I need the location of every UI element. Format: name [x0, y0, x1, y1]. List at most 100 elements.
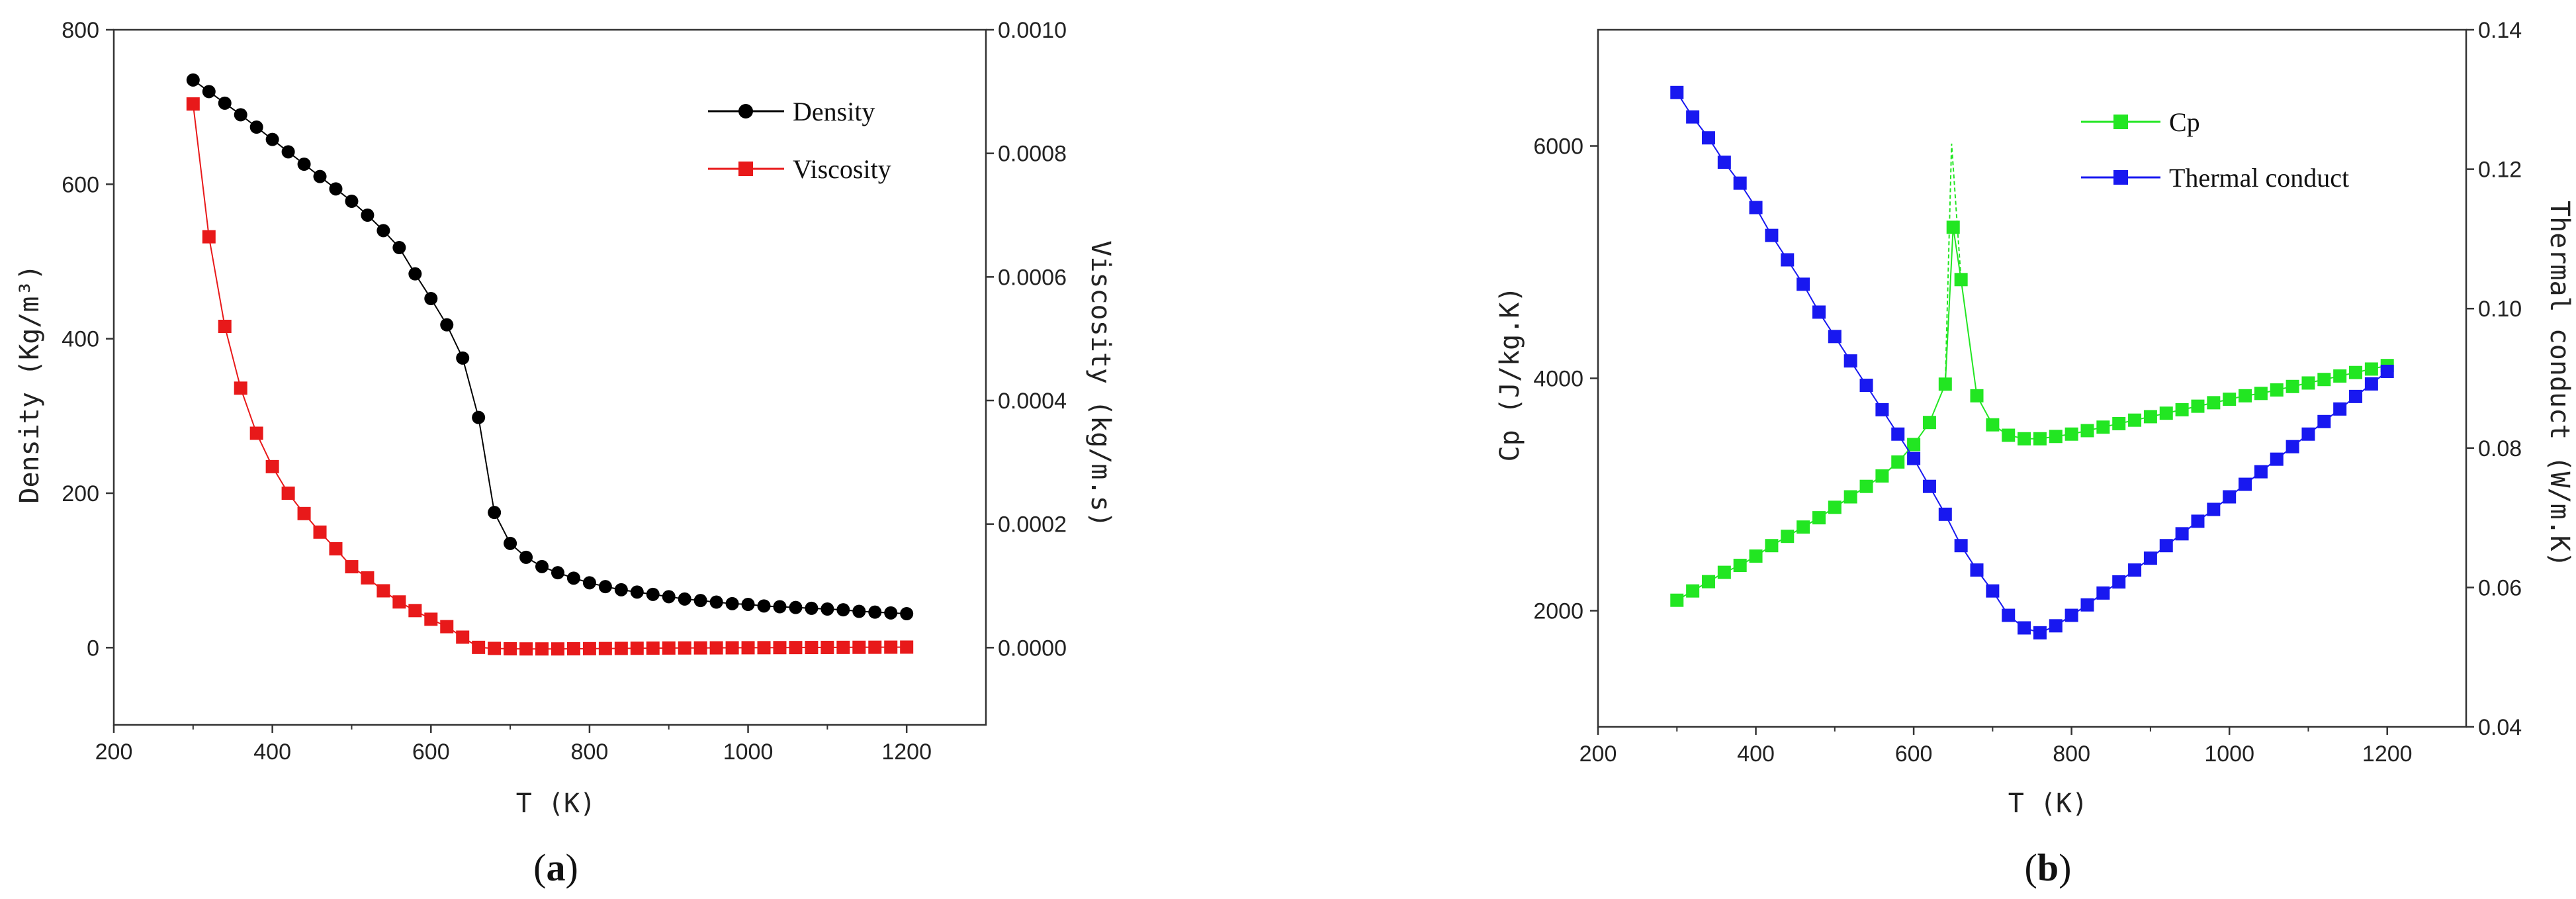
data-point-density	[805, 601, 819, 615]
data-point-cp	[2301, 376, 2315, 390]
data-point-thermal-conduct	[2380, 364, 2394, 378]
data-point-viscosity	[741, 641, 755, 655]
legend-label-thermal-conduct: Thermal conduct	[2169, 163, 2349, 193]
data-point-density	[646, 587, 660, 601]
data-point-cp	[2080, 424, 2094, 438]
data-point-viscosity	[488, 641, 502, 655]
y-right-tick-label: 0.0008	[998, 142, 1067, 167]
data-point-cp	[1686, 584, 1700, 598]
data-point-cp	[1828, 500, 1842, 514]
data-point-cp	[1843, 490, 1857, 504]
data-point-thermal-conduct	[2317, 414, 2331, 428]
data-point-viscosity	[805, 641, 819, 655]
data-point-density	[741, 598, 755, 611]
data-point-viscosity	[757, 641, 771, 655]
data-point-thermal-conduct	[2254, 465, 2268, 479]
data-point-cp	[1954, 273, 1968, 287]
panel-a-plot-area: 200 400 600 800 1000 1200 0 200 400 600 800 0.0000 0…	[62, 18, 1067, 765]
data-point-thermal-conduct	[2349, 389, 2363, 403]
data-point-viscosity	[234, 381, 247, 395]
data-point-thermal-conduct	[1749, 201, 1763, 214]
panel-b-x-axis-title: T (K)	[2008, 788, 2088, 819]
data-point-thermal-conduct	[1812, 305, 1826, 319]
data-point-density	[852, 604, 866, 618]
x-tick-label: 1000	[2204, 741, 2254, 767]
data-point-cp	[2349, 365, 2363, 379]
data-point-viscosity	[836, 640, 850, 654]
y-right-tick-label: 0.14	[2478, 18, 2522, 43]
data-point-thermal-conduct	[1891, 427, 1905, 441]
data-point-viscosity	[202, 230, 216, 244]
data-point-thermal-conduct	[1733, 176, 1747, 190]
data-point-density	[249, 120, 263, 134]
data-point-cp	[2049, 430, 2063, 444]
data-point-viscosity	[551, 642, 564, 656]
data-point-thermal-conduct	[1828, 330, 1842, 344]
data-point-density	[218, 96, 232, 110]
data-point-cp	[1701, 575, 1715, 589]
data-point-thermal-conduct	[1686, 110, 1700, 124]
data-point-cp	[2286, 379, 2299, 393]
data-point-thermal-conduct	[2049, 619, 2063, 633]
data-point-density	[678, 592, 691, 606]
data-point-thermal-conduct	[2207, 502, 2221, 516]
data-point-thermal-conduct	[1797, 277, 1810, 291]
data-point-viscosity	[535, 642, 549, 656]
data-point-density	[392, 241, 406, 254]
series-line-cp	[1676, 227, 2387, 601]
data-point-density	[456, 351, 470, 365]
data-point-thermal-conduct	[1954, 539, 1968, 553]
data-point-thermal-conduct	[2159, 539, 2173, 553]
panel-a-y-right-title: Viscosity (kg/m.s)	[1085, 240, 1116, 527]
data-point-density	[202, 85, 216, 99]
data-point-cp	[2223, 393, 2237, 406]
y-right-tick-label: 0.06	[2478, 575, 2522, 600]
data-point-density	[789, 600, 803, 614]
panel-b-legend: Cp Thermal conduct	[2081, 107, 2349, 193]
data-point-thermal-conduct	[2191, 514, 2205, 528]
data-point-viscosity	[218, 320, 232, 333]
series-line-viscosity	[192, 103, 907, 650]
data-point-viscosity	[361, 571, 375, 585]
plot-frame	[112, 28, 987, 726]
data-point-thermal-conduct	[2333, 402, 2347, 416]
panel-a-label: (a)	[533, 846, 578, 889]
y-right-tick-label: 0.0002	[998, 512, 1067, 538]
data-point-density	[725, 596, 739, 610]
data-point-viscosity	[598, 641, 612, 655]
data-point-density	[313, 169, 327, 183]
data-point-viscosity	[329, 542, 343, 555]
data-point-viscosity	[789, 641, 803, 655]
y-left-tick-label: 6000	[1533, 134, 1583, 160]
data-point-thermal-conduct	[2286, 440, 2299, 453]
y-right-tick-label: 0.04	[2478, 715, 2522, 740]
y-left-tick-label: 600	[62, 172, 99, 197]
y-right-tick-label: 0.0000	[998, 636, 1067, 661]
data-point-density	[709, 595, 723, 609]
data-point-cp	[2207, 396, 2221, 410]
y-right-tick-label: 0.12	[2478, 158, 2522, 183]
data-point-viscosity	[313, 525, 327, 539]
data-point-viscosity	[709, 641, 723, 655]
data-point-thermal-conduct	[1938, 507, 1952, 521]
data-point-viscosity	[186, 97, 200, 111]
panel-a-legend: Density Viscosity	[708, 97, 891, 184]
y-right-tick-label: 0.08	[2478, 436, 2522, 461]
data-point-thermal-conduct	[2364, 377, 2378, 391]
data-point-cp	[2239, 389, 2252, 402]
data-point-viscosity	[504, 642, 517, 656]
data-point-viscosity	[408, 604, 422, 618]
data-point-thermal-conduct	[2175, 527, 2189, 541]
data-point-cp	[1907, 438, 1921, 451]
data-point-cp	[1733, 559, 1747, 573]
data-point-viscosity	[377, 584, 390, 598]
legend-label-cp: Cp	[2169, 107, 2200, 137]
data-point-viscosity	[582, 641, 596, 655]
data-point-density	[265, 132, 279, 146]
data-point-thermal-conduct	[2002, 608, 2016, 622]
data-point-cp	[2317, 373, 2331, 387]
data-point-density	[408, 267, 422, 281]
legend-marker-cp	[2113, 115, 2128, 129]
data-point-density	[566, 571, 580, 585]
